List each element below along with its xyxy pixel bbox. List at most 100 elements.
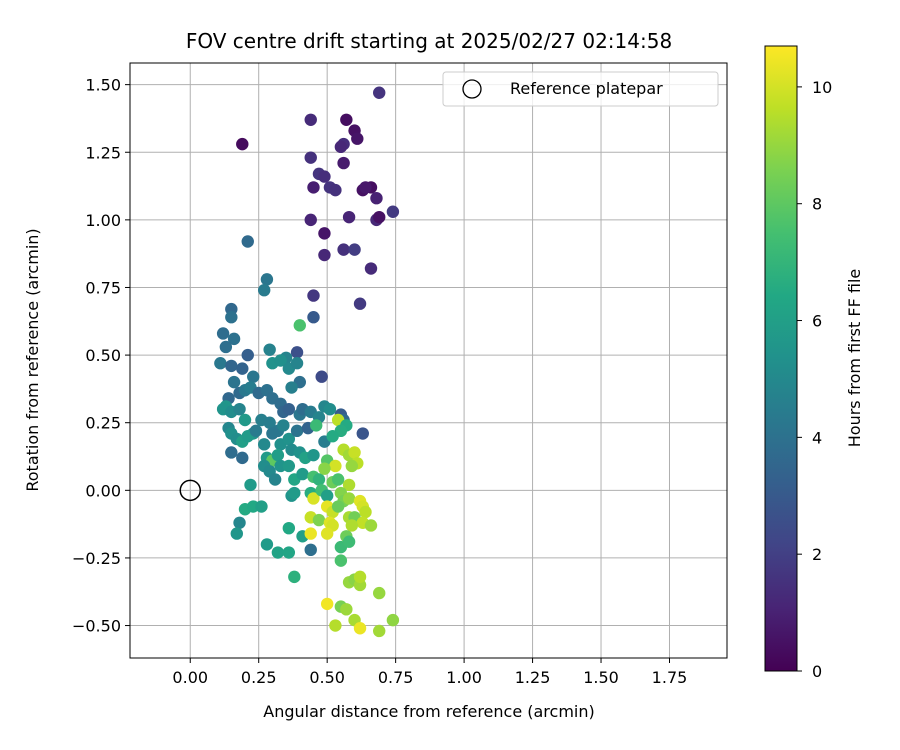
- data-point: [236, 362, 249, 375]
- data-point: [288, 486, 301, 500]
- data-point: [334, 140, 348, 154]
- reference-platepar-marker: [179, 479, 201, 502]
- data-point: [318, 170, 331, 183]
- data-point: [282, 432, 296, 446]
- data-point: [255, 500, 268, 513]
- colorbar-tick-label: 8: [812, 195, 822, 214]
- data-point: [260, 538, 274, 551]
- y-axis: −0.50 −0.25 0.00 0.25 0.50 0.75 1.00 1.25 1.50: [72, 76, 130, 636]
- y-tick-label: 1.00: [85, 211, 121, 230]
- data-point: [293, 319, 306, 332]
- data-point: [307, 181, 320, 194]
- data-point: [274, 354, 287, 367]
- data-point: [225, 311, 238, 324]
- colorbar-gradient: [764, 45, 798, 672]
- data-point: [271, 546, 285, 559]
- data-point: [353, 297, 367, 310]
- y-tick-label: −0.25: [72, 549, 121, 568]
- chart-title: FOV centre drift starting at 2025/02/27 …: [186, 29, 672, 53]
- colorbar-tick-label: 10: [812, 78, 832, 97]
- data-point: [241, 235, 254, 248]
- data-point: [359, 181, 372, 194]
- data-point: [249, 424, 263, 438]
- data-point: [348, 446, 361, 459]
- data-point: [323, 402, 337, 416]
- data-point: [288, 570, 301, 584]
- y-tick-label: 1.50: [85, 76, 121, 95]
- data-point: [351, 132, 364, 145]
- data-point: [340, 603, 353, 616]
- data-point: [304, 113, 317, 126]
- data-point: [285, 381, 298, 394]
- data-point: [337, 243, 350, 256]
- data-point: [359, 505, 372, 519]
- data-point: [364, 262, 378, 275]
- data-point: [386, 613, 400, 627]
- data-point: [326, 430, 339, 443]
- x-axis: 0.00 0.25 0.50 0.75 1.00 1.25 1.50 1.75: [172, 658, 687, 687]
- x-tick-label: 0.00: [172, 668, 208, 687]
- data-point: [386, 205, 400, 218]
- data-point: [373, 210, 386, 224]
- data-point: [318, 227, 331, 240]
- data-point: [227, 332, 241, 346]
- data-point: [227, 375, 241, 389]
- data-point: [225, 446, 238, 459]
- data-point: [356, 427, 369, 440]
- data-point: [342, 210, 356, 224]
- y-tick-label: 0.25: [85, 414, 121, 433]
- data-point: [310, 419, 323, 432]
- data-point: [233, 516, 246, 529]
- data-point: [320, 597, 334, 611]
- data-point: [312, 473, 326, 486]
- grid: [130, 63, 727, 658]
- data-point: [304, 527, 317, 540]
- data-point: [214, 357, 227, 370]
- data-point: [236, 451, 249, 465]
- data-point: [315, 370, 328, 383]
- x-tick-label: 1.75: [652, 668, 688, 687]
- data-point: [345, 459, 359, 473]
- data-point: [312, 513, 326, 527]
- data-point: [353, 570, 367, 584]
- colorbar-ticks: 0 2 4 6 8 10: [797, 78, 832, 681]
- colorbar-label: Hours from first FF file: [845, 269, 864, 448]
- y-tick-label: −0.50: [72, 617, 121, 636]
- data-point: [304, 151, 317, 164]
- data-point: [307, 289, 320, 302]
- data-point: [257, 438, 271, 451]
- data-point: [337, 156, 350, 170]
- y-tick-label: 0.50: [85, 346, 121, 365]
- data-point: [219, 340, 233, 354]
- data-point: [373, 586, 386, 600]
- data-point: [268, 473, 282, 486]
- data-point: [320, 489, 334, 502]
- legend-label-reference: Reference platepar: [510, 79, 663, 98]
- data-point: [342, 535, 356, 548]
- data-point: [290, 346, 304, 359]
- data-point: [282, 402, 296, 416]
- data-point: [329, 619, 342, 632]
- plot-area-frame: [129, 62, 728, 659]
- data-point: [233, 402, 246, 416]
- data-point: [238, 413, 252, 427]
- data-point: [230, 527, 244, 540]
- data-point: [373, 624, 386, 638]
- data-point: [236, 137, 249, 151]
- legend-box: [442, 71, 719, 107]
- x-axis-label: Angular distance from reference (arcmin): [263, 702, 594, 721]
- data-point: [342, 478, 356, 492]
- data-point: [216, 327, 230, 340]
- legend: Reference platepar: [442, 71, 719, 107]
- data-point: [329, 183, 342, 197]
- data-point: [373, 86, 386, 99]
- data-point: [364, 519, 378, 532]
- data-point: [263, 416, 276, 429]
- data-point: [304, 543, 317, 557]
- data-point: [277, 419, 290, 432]
- colorbar-tick-label: 2: [812, 545, 822, 564]
- data-point: [271, 448, 285, 462]
- x-tick-label: 1.50: [583, 668, 619, 687]
